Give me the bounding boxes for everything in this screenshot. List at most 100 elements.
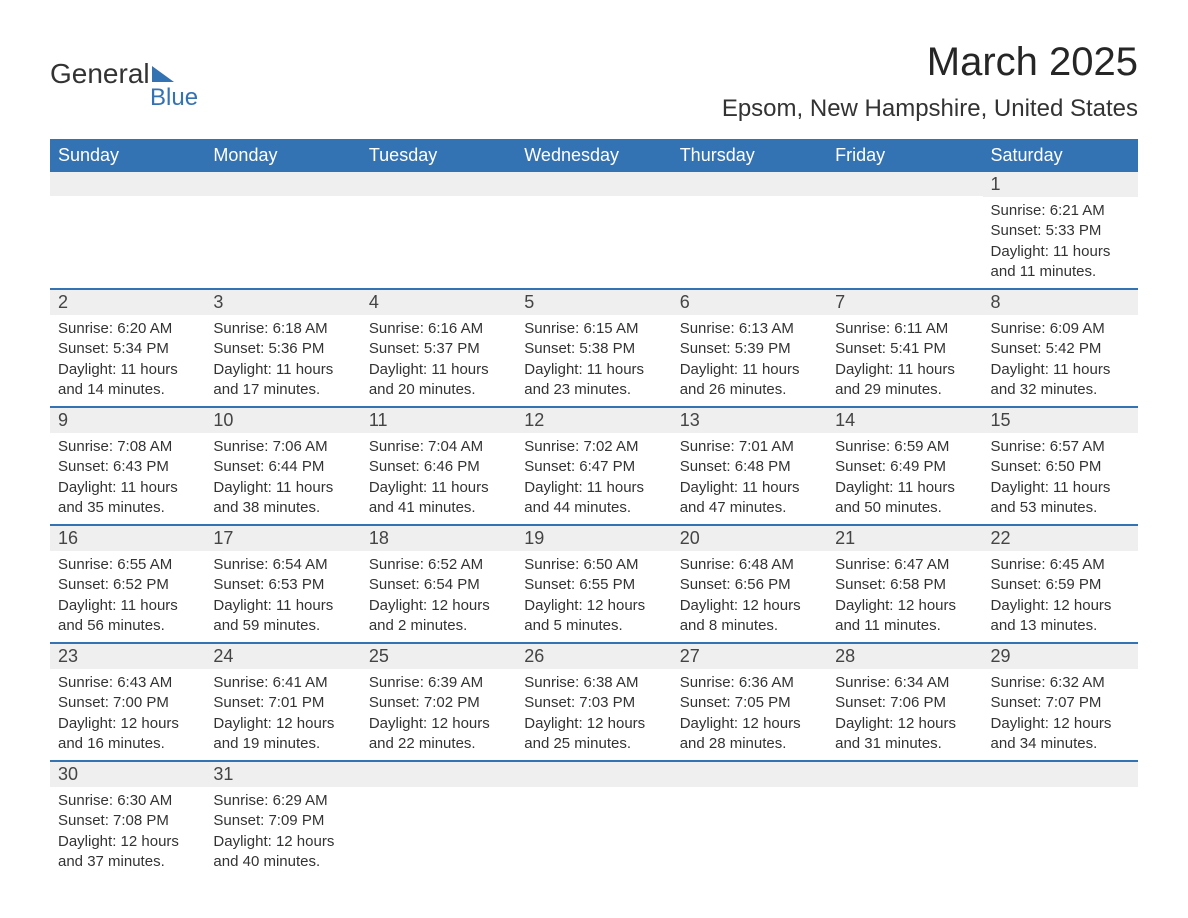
calendar-day: 3Sunrise: 6:18 AMSunset: 5:36 PMDaylight… bbox=[205, 289, 360, 407]
sunset-line: Sunset: 7:00 PM bbox=[58, 693, 197, 713]
calendar-day: 28Sunrise: 6:34 AMSunset: 7:06 PMDayligh… bbox=[827, 643, 982, 761]
day-number: 7 bbox=[827, 290, 982, 315]
calendar-day: 27Sunrise: 6:36 AMSunset: 7:05 PMDayligh… bbox=[672, 643, 827, 761]
calendar-day: 26 Sunrise: 6:38 AMSunset: 7:03 PMDayligh… bbox=[516, 643, 671, 761]
sunrise-line: Sunrise: 6:38 AM bbox=[524, 673, 663, 693]
sunrise-line: Sunrise: 6:30 AM bbox=[58, 791, 197, 811]
day-details: Sunrise: 6:48 AMSunset: 6:56 PMDaylight:… bbox=[672, 551, 827, 642]
daylight-line: Daylight: 12 hours and 5 minutes. bbox=[524, 596, 663, 637]
logo-word2: Blue bbox=[150, 84, 198, 112]
day-details: Sunrise: 6:59 AMSunset: 6:49 PMDaylight:… bbox=[827, 433, 982, 524]
sunset-line: Sunset: 7:05 PM bbox=[680, 693, 819, 713]
sunset-line: Sunset: 6:44 PM bbox=[213, 457, 352, 477]
sunset-line: Sunset: 6:54 PM bbox=[369, 575, 508, 595]
daylight-line: Daylight: 11 hours and 41 minutes. bbox=[369, 478, 508, 519]
day-details: Sunrise: 6:29 AMSunset: 7:09 PMDaylight:… bbox=[205, 787, 360, 878]
day-details: Sunrise: 6:43 AMSunset: 7:00 PMDaylight:… bbox=[50, 669, 205, 760]
sunrise-line: Sunrise: 6:54 AM bbox=[213, 555, 352, 575]
calendar-day: 9Sunrise: 7:08 AMSunset: 6:43 PMDaylight… bbox=[50, 407, 205, 525]
calendar-week: 1Sunrise: 6:21 AMSunset: 5:33 PMDaylight… bbox=[50, 172, 1138, 289]
daylight-line: Daylight: 11 hours and 11 minutes. bbox=[991, 242, 1130, 283]
sunset-line: Sunset: 6:49 PM bbox=[835, 457, 974, 477]
day-number bbox=[983, 762, 1138, 787]
sunset-line: Sunset: 6:46 PM bbox=[369, 457, 508, 477]
daylight-line: Daylight: 12 hours and 8 minutes. bbox=[680, 596, 819, 637]
sunrise-line: Sunrise: 6:52 AM bbox=[369, 555, 508, 575]
daylight-line: Daylight: 11 hours and 56 minutes. bbox=[58, 596, 197, 637]
day-details: Sunrise: 6:45 AMSunset: 6:59 PMDaylight:… bbox=[983, 551, 1138, 642]
day-number bbox=[361, 172, 516, 196]
day-header-tuesday: Tuesday bbox=[361, 139, 516, 172]
daylight-line: Daylight: 11 hours and 20 minutes. bbox=[369, 360, 508, 401]
daylight-line: Daylight: 12 hours and 11 minutes. bbox=[835, 596, 974, 637]
daylight-line: Daylight: 11 hours and 17 minutes. bbox=[213, 360, 352, 401]
calendar-day: 7Sunrise: 6:11 AMSunset: 5:41 PMDaylight… bbox=[827, 289, 982, 407]
day-number: 21 bbox=[827, 526, 982, 551]
day-number: 15 bbox=[983, 408, 1138, 433]
sunset-line: Sunset: 6:59 PM bbox=[991, 575, 1130, 595]
day-number: 29 bbox=[983, 644, 1138, 669]
sunset-line: Sunset: 6:52 PM bbox=[58, 575, 197, 595]
sunrise-line: Sunrise: 6:36 AM bbox=[680, 673, 819, 693]
day-number: 26 bbox=[516, 644, 671, 669]
day-number: 19 bbox=[516, 526, 671, 551]
day-number: 24 bbox=[205, 644, 360, 669]
day-header-monday: Monday bbox=[205, 139, 360, 172]
sunrise-line: Sunrise: 6:39 AM bbox=[369, 673, 508, 693]
day-number: 27 bbox=[672, 644, 827, 669]
daylight-line: Daylight: 12 hours and 34 minutes. bbox=[991, 714, 1130, 755]
logo-triangle-icon bbox=[152, 66, 174, 82]
calendar-empty bbox=[983, 761, 1138, 878]
sunrise-line: Sunrise: 6:50 AM bbox=[524, 555, 663, 575]
sunset-line: Sunset: 5:41 PM bbox=[835, 339, 974, 359]
day-details: Sunrise: 6:15 AMSunset: 5:38 PMDaylight:… bbox=[516, 315, 671, 406]
sunrise-line: Sunrise: 6:32 AM bbox=[991, 673, 1130, 693]
daylight-line: Daylight: 12 hours and 40 minutes. bbox=[213, 832, 352, 873]
day-details: Sunrise: 6:54 AMSunset: 6:53 PMDaylight:… bbox=[205, 551, 360, 642]
calendar-day: 21 Sunrise: 6:47 AMSunset: 6:58 PMDayligh… bbox=[827, 525, 982, 643]
day-number: 31 bbox=[205, 762, 360, 787]
calendar-day: 1Sunrise: 6:21 AMSunset: 5:33 PMDaylight… bbox=[983, 172, 1138, 289]
day-number bbox=[827, 762, 982, 787]
day-details: Sunrise: 6:18 AMSunset: 5:36 PMDaylight:… bbox=[205, 315, 360, 406]
calendar-body: 1Sunrise: 6:21 AMSunset: 5:33 PMDaylight… bbox=[50, 172, 1138, 878]
day-header-friday: Friday bbox=[827, 139, 982, 172]
day-header-row: SundayMondayTuesdayWednesdayThursdayFrid… bbox=[50, 139, 1138, 172]
sunrise-line: Sunrise: 7:06 AM bbox=[213, 437, 352, 457]
calendar-day: 31Sunrise: 6:29 AMSunset: 7:09 PMDayligh… bbox=[205, 761, 360, 878]
sunset-line: Sunset: 6:58 PM bbox=[835, 575, 974, 595]
day-details: Sunrise: 6:09 AMSunset: 5:42 PMDaylight:… bbox=[983, 315, 1138, 406]
calendar-week: 30Sunrise: 6:30 AMSunset: 7:08 PMDayligh… bbox=[50, 761, 1138, 878]
sunset-line: Sunset: 6:53 PM bbox=[213, 575, 352, 595]
day-details: Sunrise: 6:55 AMSunset: 6:52 PMDaylight:… bbox=[50, 551, 205, 642]
sunrise-line: Sunrise: 6:34 AM bbox=[835, 673, 974, 693]
calendar-day: 29Sunrise: 6:32 AMSunset: 7:07 PMDayligh… bbox=[983, 643, 1138, 761]
day-number: 5 bbox=[516, 290, 671, 315]
calendar-day: 5Sunrise: 6:15 AMSunset: 5:38 PMDaylight… bbox=[516, 289, 671, 407]
day-number bbox=[205, 172, 360, 196]
calendar-day: 2Sunrise: 6:20 AMSunset: 5:34 PMDaylight… bbox=[50, 289, 205, 407]
day-details: Sunrise: 6:32 AMSunset: 7:07 PMDaylight:… bbox=[983, 669, 1138, 760]
calendar-week: 2Sunrise: 6:20 AMSunset: 5:34 PMDaylight… bbox=[50, 289, 1138, 407]
sunrise-line: Sunrise: 6:47 AM bbox=[835, 555, 974, 575]
sunset-line: Sunset: 5:39 PM bbox=[680, 339, 819, 359]
empty-spacer bbox=[672, 196, 827, 287]
day-number: 28 bbox=[827, 644, 982, 669]
day-number bbox=[672, 172, 827, 196]
sunset-line: Sunset: 7:07 PM bbox=[991, 693, 1130, 713]
day-number: 16 bbox=[50, 526, 205, 551]
daylight-line: Daylight: 12 hours and 25 minutes. bbox=[524, 714, 663, 755]
calendar-empty bbox=[516, 761, 671, 878]
calendar-day: 14Sunrise: 6:59 AMSunset: 6:49 PMDayligh… bbox=[827, 407, 982, 525]
day-details: Sunrise: 7:08 AMSunset: 6:43 PMDaylight:… bbox=[50, 433, 205, 524]
sunset-line: Sunset: 7:03 PM bbox=[524, 693, 663, 713]
daylight-line: Daylight: 12 hours and 37 minutes. bbox=[58, 832, 197, 873]
logo: General Blue bbox=[50, 58, 198, 112]
sunrise-line: Sunrise: 6:20 AM bbox=[58, 319, 197, 339]
day-details: Sunrise: 6:34 AMSunset: 7:06 PMDaylight:… bbox=[827, 669, 982, 760]
sunrise-line: Sunrise: 6:57 AM bbox=[991, 437, 1130, 457]
day-number: 11 bbox=[361, 408, 516, 433]
day-details: Sunrise: 6:13 AMSunset: 5:39 PMDaylight:… bbox=[672, 315, 827, 406]
day-number bbox=[50, 172, 205, 196]
calendar-day: 4Sunrise: 6:16 AMSunset: 5:37 PMDaylight… bbox=[361, 289, 516, 407]
